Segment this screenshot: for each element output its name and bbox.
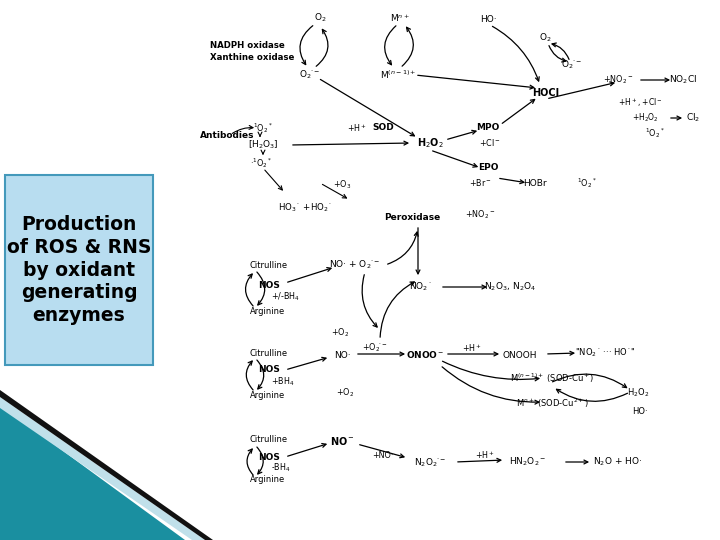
Text: M$^{(n-1)+}$: M$^{(n-1)+}$ (380, 69, 416, 81)
Text: N$_2$O$_2$$^{\cdot-}$: N$_2$O$_2$$^{\cdot-}$ (414, 457, 446, 469)
Text: Citrulline: Citrulline (250, 260, 288, 269)
Text: +H$^+$: +H$^+$ (347, 122, 367, 134)
Text: +Cl$^-$: +Cl$^-$ (479, 138, 501, 148)
Text: HO$_3$$^\cdot$ +HO$_2$$^\cdot$: HO$_3$$^\cdot$ +HO$_2$$^\cdot$ (278, 202, 332, 214)
Text: $^1$O$_2$$^*$: $^1$O$_2$$^*$ (645, 126, 665, 140)
Text: NOS: NOS (258, 280, 280, 289)
Text: Citrulline: Citrulline (250, 435, 288, 444)
Text: O$_2$: O$_2$ (539, 32, 552, 44)
Text: +H$^+$, +Cl$^-$: +H$^+$, +Cl$^-$ (618, 97, 662, 109)
Text: N$_2$O$_3$, N$_2$O$_4$: N$_2$O$_3$, N$_2$O$_4$ (484, 281, 536, 293)
Text: Cl$_2$: Cl$_2$ (686, 112, 700, 124)
Text: M$^{(n-1)+}$ (SOD-Cu$^+$): M$^{(n-1)+}$ (SOD-Cu$^+$) (510, 372, 594, 384)
Text: HOCl: HOCl (532, 88, 559, 98)
Text: +/-BH$_4$: +/-BH$_4$ (271, 291, 300, 303)
Text: O$_2$: O$_2$ (314, 12, 326, 24)
Polygon shape (0, 390, 213, 540)
Polygon shape (0, 405, 185, 540)
Text: HN$_2$O$_2$$^-$: HN$_2$O$_2$$^-$ (509, 456, 546, 468)
Text: NO·: NO· (333, 350, 351, 360)
Text: O$_2$$^{\cdot-}$: O$_2$$^{\cdot-}$ (562, 59, 582, 71)
Text: Peroxidase: Peroxidase (384, 213, 440, 222)
Text: +O$_2$: +O$_2$ (336, 387, 354, 399)
Text: ONOOH: ONOOH (503, 350, 537, 360)
Text: O$_2$$^{\cdot-}$: O$_2$$^{\cdot-}$ (300, 69, 320, 81)
Text: M$^{n+}$: M$^{n+}$ (390, 12, 410, 24)
Text: NADPH oxidase: NADPH oxidase (210, 40, 284, 50)
Text: +Br$^-$: +Br$^-$ (469, 177, 491, 187)
Text: +O$_3$: +O$_3$ (333, 179, 351, 191)
Text: Arginine: Arginine (250, 476, 285, 484)
Text: NOS: NOS (258, 453, 280, 462)
Text: +H$^+$: +H$^+$ (462, 342, 482, 354)
Polygon shape (0, 397, 205, 540)
Text: Arginine: Arginine (250, 390, 285, 400)
Text: Antibodies: Antibodies (200, 131, 254, 139)
Text: NO$^-$: NO$^-$ (330, 435, 354, 447)
Text: SOD: SOD (372, 124, 394, 132)
Text: N$_2$O + HO·: N$_2$O + HO· (593, 456, 642, 468)
Text: NO$_2$$^\cdot$: NO$_2$$^\cdot$ (408, 281, 431, 293)
Text: -BH$_4$: -BH$_4$ (271, 462, 291, 474)
Text: +O$_2$: +O$_2$ (331, 327, 349, 339)
Text: $^1$O$_2$$^*$: $^1$O$_2$$^*$ (253, 121, 273, 135)
Text: ·$^1$O$_2$$^*$: ·$^1$O$_2$$^*$ (250, 156, 272, 170)
Text: NOS: NOS (258, 366, 280, 375)
Text: [H$_2$O$_3$]: [H$_2$O$_3$] (248, 139, 278, 151)
Text: HO·: HO· (632, 408, 648, 416)
Text: HOBr: HOBr (523, 179, 546, 187)
Text: NO$_2$Cl: NO$_2$Cl (669, 74, 697, 86)
Text: +H$_2$O$_2$: +H$_2$O$_2$ (631, 112, 658, 124)
Text: Citrulline: Citrulline (250, 348, 288, 357)
Text: NO· + O$_2$$^{\cdot-}$: NO· + O$_2$$^{\cdot-}$ (329, 259, 381, 271)
Text: +BH$_4$: +BH$_4$ (271, 376, 294, 388)
Text: MPO: MPO (477, 124, 500, 132)
Text: Arginine: Arginine (250, 307, 285, 316)
Text: +NO·: +NO· (372, 450, 394, 460)
Text: EPO: EPO (478, 164, 498, 172)
Text: HO·: HO· (480, 16, 496, 24)
Text: Xanthine oxidase: Xanthine oxidase (210, 53, 294, 63)
Text: $^1$O$_2$$^*$: $^1$O$_2$$^*$ (577, 176, 597, 190)
Text: +NO$_2$$^-$: +NO$_2$$^-$ (603, 74, 633, 86)
Text: ONOO$^-$: ONOO$^-$ (406, 349, 444, 361)
Text: Production
of ROS & RNS
by oxidant
generating
enzymes: Production of ROS & RNS by oxidant gener… (6, 215, 151, 325)
Text: +O$_2$$^{\cdot-}$: +O$_2$$^{\cdot-}$ (362, 342, 388, 354)
Text: +H$^+$: +H$^+$ (475, 449, 495, 461)
Text: "NO$_2$$^\cdot$ ··· HO$^\cdot$": "NO$_2$$^\cdot$ ··· HO$^\cdot$" (575, 347, 636, 359)
Text: H$_2$O$_2$: H$_2$O$_2$ (627, 387, 649, 399)
Text: +NO$_2$$^-$: +NO$_2$$^-$ (465, 209, 495, 221)
Text: M$^{n+}$ (SOD-Cu$^{2+}$): M$^{n+}$ (SOD-Cu$^{2+}$) (516, 396, 588, 410)
Text: H$_2$O$_2$: H$_2$O$_2$ (417, 136, 444, 150)
FancyBboxPatch shape (5, 175, 153, 365)
